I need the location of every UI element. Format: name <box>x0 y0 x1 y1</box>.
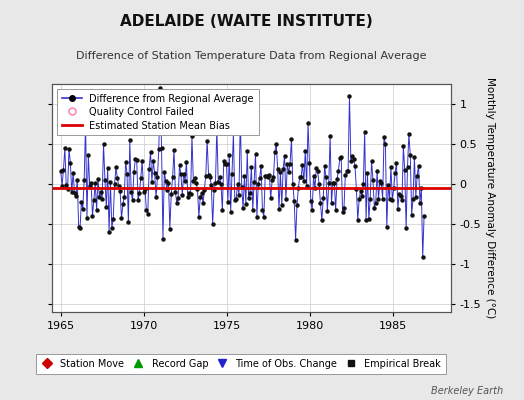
Text: ADELAIDE (WAITE INSTITUTE): ADELAIDE (WAITE INSTITUTE) <box>120 14 373 29</box>
Legend: Difference from Regional Average, Quality Control Failed, Estimated Station Mean: Difference from Regional Average, Qualit… <box>57 89 259 135</box>
Text: Berkeley Earth: Berkeley Earth <box>431 386 503 396</box>
Title: Difference of Station Temperature Data from Regional Average: Difference of Station Temperature Data f… <box>77 51 427 61</box>
Legend: Station Move, Record Gap, Time of Obs. Change, Empirical Break: Station Move, Record Gap, Time of Obs. C… <box>36 354 446 374</box>
Y-axis label: Monthly Temperature Anomaly Difference (°C): Monthly Temperature Anomaly Difference (… <box>485 77 495 319</box>
